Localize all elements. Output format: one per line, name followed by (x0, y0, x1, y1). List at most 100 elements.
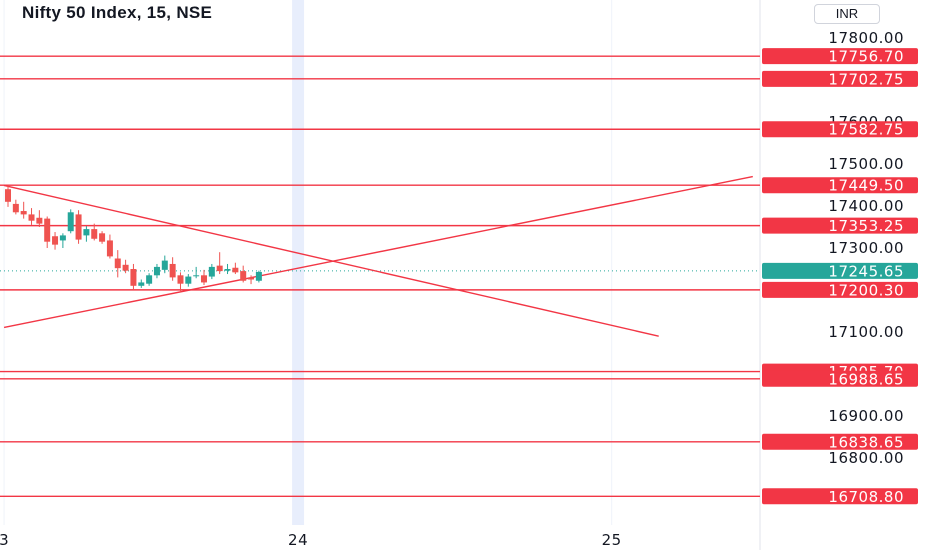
candle (83, 226, 90, 242)
candle-body (248, 277, 255, 280)
level-badge-bg (762, 281, 918, 298)
level-badge: 17449.50 (762, 177, 918, 195)
candle-body (232, 267, 239, 273)
candle (177, 272, 184, 293)
candle (52, 232, 59, 250)
candle (99, 231, 106, 244)
candle-body (169, 263, 176, 278)
candle-body (201, 275, 207, 283)
candle-body (99, 233, 106, 242)
level-badge: 17756.70 (762, 48, 918, 66)
price-tick-label: 17100.00 (828, 323, 904, 341)
trend-line-ascending (3, 175, 753, 329)
candle-body (122, 264, 129, 271)
candle (185, 274, 192, 287)
currency-selector[interactable]: INR (814, 4, 880, 24)
level-badge-label: 17353.25 (828, 217, 904, 235)
candle-body (52, 236, 59, 245)
candle-body (12, 203, 19, 213)
level-badge-label: 17449.50 (828, 177, 904, 195)
level-badge-label: 17702.75 (828, 70, 904, 88)
candle (59, 233, 66, 248)
candle (169, 257, 176, 281)
candle-body (185, 276, 192, 284)
level-badge-bg (762, 488, 918, 505)
candle (161, 255, 168, 274)
price-axis: 17800.0017600.0017500.0017400.0017300.00… (828, 29, 904, 467)
price-tick-label: 16800.00 (828, 449, 904, 467)
candle-body (114, 258, 121, 269)
price-tick-label: 16900.00 (828, 407, 904, 425)
level-badges: 17756.70 17702.75 17582.75 17449.50 17353.25… (762, 48, 918, 506)
candle (224, 263, 231, 275)
candle (208, 263, 215, 280)
candle-body (224, 269, 231, 271)
candle (146, 273, 153, 286)
level-badge-label: 17756.70 (828, 48, 904, 66)
level-badge-bg (762, 177, 918, 194)
candle-body (91, 229, 98, 239)
candle-body (106, 240, 113, 257)
trend-lines (3, 175, 753, 337)
level-badge: 16838.65 (762, 433, 918, 451)
candle-body (59, 235, 66, 241)
level-badge: 17353.25 (762, 217, 918, 235)
level-badge-label: 17200.30 (828, 281, 904, 299)
level-badge-bg (762, 370, 918, 387)
last-price-badge: 17245.65 (762, 262, 918, 280)
chart-title: Nifty 50 Index, 15, NSE (22, 3, 213, 22)
candle (138, 279, 145, 288)
candle (114, 250, 121, 278)
time-label: 25 (602, 531, 622, 549)
candle-body (83, 229, 90, 236)
level-badge-label: 17582.75 (828, 121, 904, 139)
price-tick-label: 17500.00 (828, 155, 904, 173)
level-badge: 16708.80 (762, 488, 918, 506)
price-tick-label: 17800.00 (828, 29, 904, 47)
last-price-label: 17245.65 (828, 262, 904, 280)
time-label: 24 (288, 531, 308, 549)
level-badge-label: 16988.65 (828, 370, 904, 388)
candle-body (67, 212, 74, 232)
candle-body (20, 211, 27, 215)
candle-body (240, 271, 247, 281)
candle (248, 275, 255, 285)
candle (130, 263, 137, 290)
candle (67, 209, 74, 234)
candle (201, 269, 207, 285)
level-badge-label: 16708.80 (828, 488, 904, 506)
last-price-badge-bg (762, 262, 918, 279)
level-badge-bg (762, 217, 918, 234)
candle-body (130, 269, 137, 286)
candle (106, 234, 113, 259)
candle-body (193, 275, 200, 277)
candle (91, 223, 98, 241)
candle-body (255, 271, 262, 281)
time-axis: 3 24 25 (0, 531, 622, 549)
candle-body (146, 275, 153, 284)
candle (44, 216, 51, 248)
highlight-band (292, 0, 305, 525)
candle-body (36, 217, 43, 224)
candle (122, 259, 129, 274)
candle-body (208, 266, 215, 277)
candle (153, 263, 160, 279)
level-badge: 16988.65 (762, 370, 918, 388)
time-label: 3 (0, 531, 9, 549)
level-badge-label: 16838.65 (828, 433, 904, 451)
candle-body (216, 265, 223, 272)
level-badge: 17200.30 (762, 281, 918, 299)
candle-body (44, 218, 51, 242)
candle-body (5, 189, 11, 202)
candle (216, 252, 223, 275)
level-badge-bg (762, 433, 918, 450)
level-badge-bg (762, 48, 918, 65)
level-badge-bg (762, 70, 918, 87)
candle (12, 199, 19, 215)
candle-body (177, 275, 184, 284)
session-highlight (292, 0, 305, 525)
candle (36, 210, 43, 227)
candle-body (75, 214, 82, 240)
price-tick-label: 17400.00 (828, 197, 904, 215)
